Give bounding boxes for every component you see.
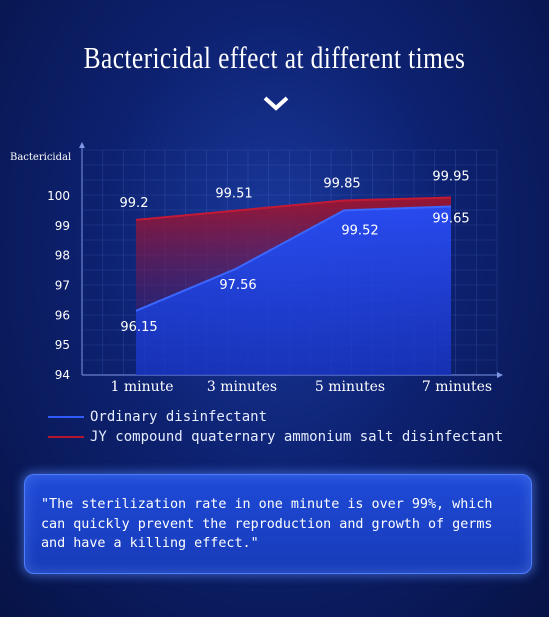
x-axis-arrow bbox=[497, 372, 503, 378]
legend-item-ordinary: Ordinary disinfectant bbox=[48, 407, 503, 427]
y-axis-arrow bbox=[79, 142, 85, 148]
data-label-jy: 99.85 bbox=[323, 176, 360, 191]
x-tick-label: 3 minutes bbox=[207, 379, 277, 395]
data-label-ordinary: 96.15 bbox=[120, 320, 157, 335]
legend-item-jy: JY compound quaternary ammonium salt dis… bbox=[48, 427, 503, 447]
area-ordinary bbox=[136, 206, 451, 375]
x-tick-label: 7 minutes bbox=[422, 379, 492, 395]
y-tick-label: 98 bbox=[55, 249, 70, 263]
y-axis-title: Bactericidal bbox=[10, 152, 71, 163]
data-label-ordinary: 97.56 bbox=[219, 278, 256, 293]
y-tick-label: 96 bbox=[55, 308, 70, 322]
data-label-ordinary: 99.65 bbox=[432, 211, 469, 226]
line-jy bbox=[135, 196, 452, 221]
quote-box: "The sterilization rate in one minute is… bbox=[24, 474, 532, 574]
legend-label-jy: JY compound quaternary ammonium salt dis… bbox=[90, 429, 504, 445]
y-tick-label: 99 bbox=[55, 219, 70, 233]
page-title: Bactericidal effect at different times bbox=[83, 40, 466, 75]
y-tick-label: 94 bbox=[55, 368, 70, 382]
y-tick-label: 97 bbox=[55, 279, 70, 293]
quote-text: "The sterilization rate in one minute is… bbox=[41, 497, 493, 551]
data-label-jy: 99.51 bbox=[215, 187, 252, 202]
x-tick-label: 1 minute bbox=[110, 379, 173, 395]
legend-swatch-jy bbox=[48, 436, 84, 438]
data-label-ordinary: 99.52 bbox=[341, 223, 378, 238]
data-label-jy: 99.2 bbox=[120, 196, 149, 211]
y-tick-label: 100 bbox=[47, 189, 70, 203]
chart-legend: Ordinary disinfectant JY compound quater… bbox=[48, 407, 503, 447]
legend-swatch-ordinary bbox=[48, 416, 84, 418]
legend-label-ordinary: Ordinary disinfectant bbox=[90, 409, 268, 425]
chevron-down-icon bbox=[263, 96, 289, 111]
data-label-jy: 99.95 bbox=[432, 169, 469, 184]
x-tick-label: 5 minutes bbox=[315, 379, 385, 395]
y-tick-label: 95 bbox=[55, 338, 70, 352]
area-jy bbox=[136, 197, 451, 311]
line-ordinary bbox=[135, 205, 452, 312]
